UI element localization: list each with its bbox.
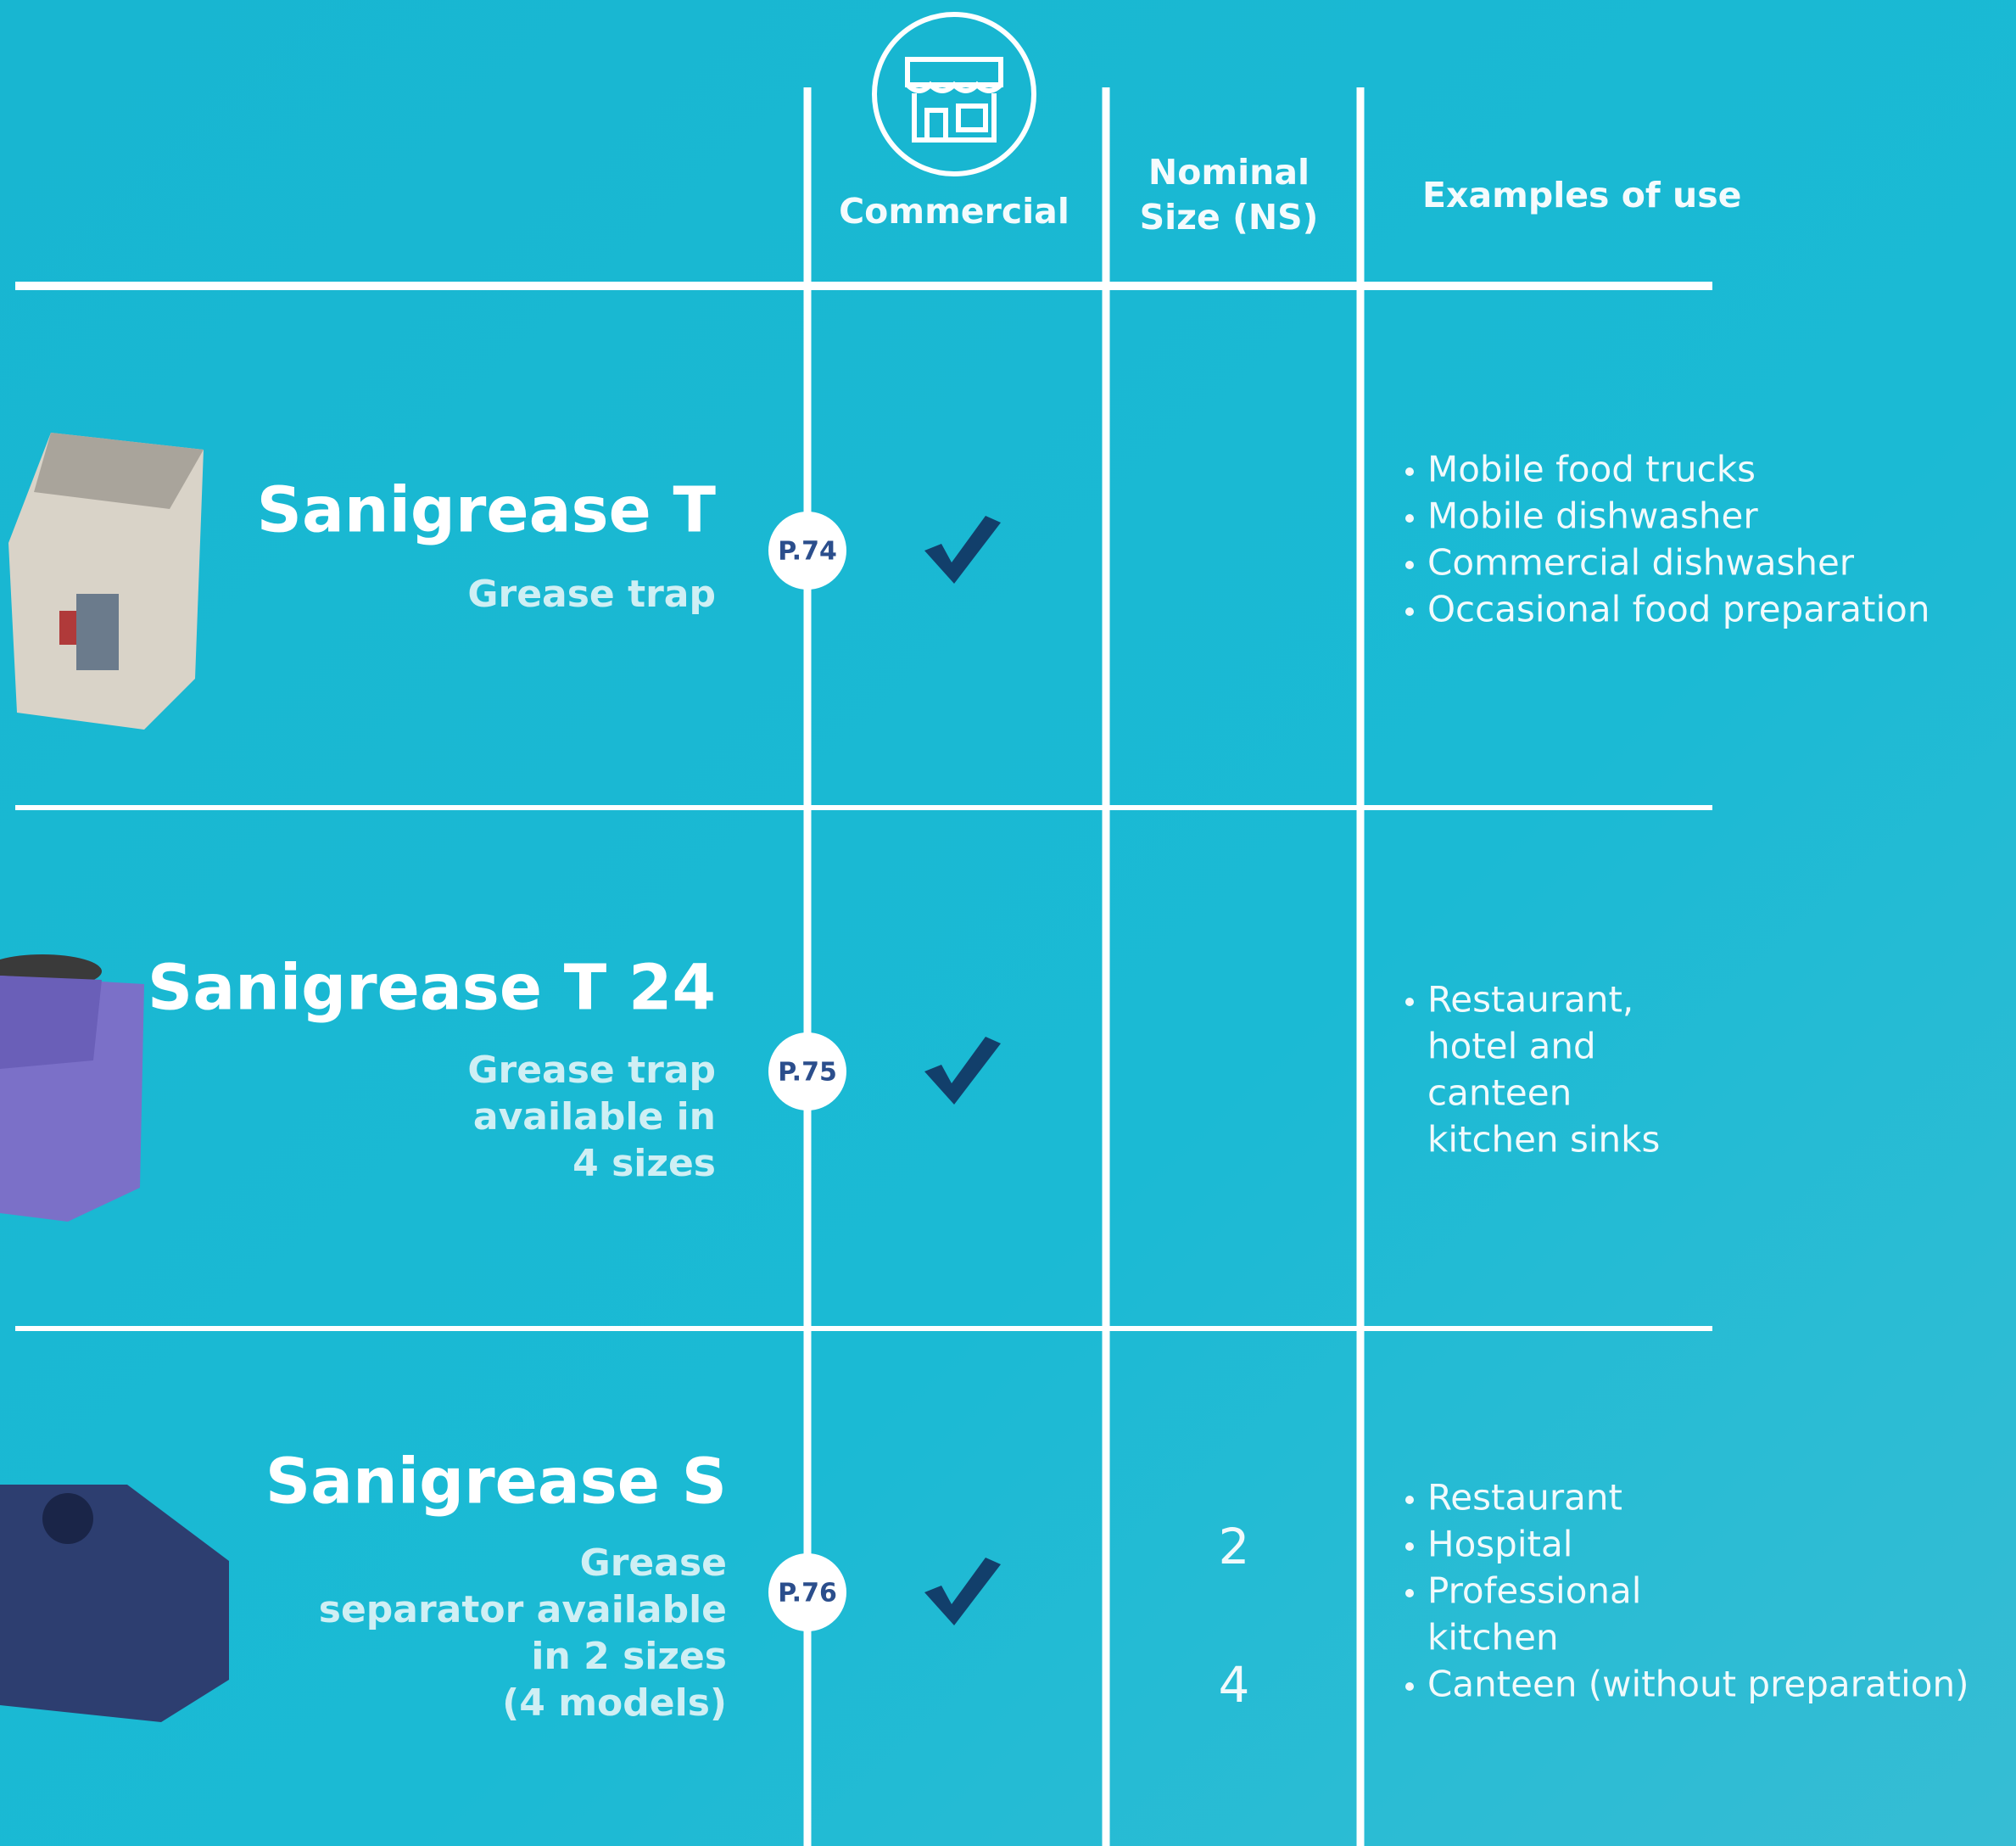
example-of-use: Mobile food trucks (1427, 449, 1756, 490)
check-mark (924, 1558, 1001, 1625)
example-of-use: Commercial dishwasher (1427, 542, 1855, 584)
product-description: Grease (580, 1541, 727, 1585)
product-description: (4 models) (502, 1681, 727, 1725)
commercial-icon (872, 12, 1036, 176)
product-description: 4 sizes (572, 1142, 716, 1185)
product-description: in 2 sizes (531, 1635, 727, 1678)
page-reference: P.76 (778, 1579, 837, 1608)
example-of-use: Hospital (1427, 1524, 1572, 1565)
table-lines (15, 87, 1712, 1846)
page-badge (768, 1553, 846, 1631)
example-of-use: Restaurant (1427, 1477, 1622, 1519)
column-header: Size (NS) (1140, 197, 1319, 238)
bullet (1405, 607, 1414, 616)
bullet (1405, 998, 1414, 1006)
product-image (8, 433, 204, 730)
bullet (1405, 1682, 1414, 1691)
product-name: Sanigrease S (265, 1446, 727, 1519)
example-of-use: Professional (1427, 1570, 1641, 1612)
bullet (1405, 1589, 1414, 1597)
example-of-use: Canteen (without preparation) (1427, 1664, 1969, 1705)
product-name: Sanigrease T 24 (148, 952, 716, 1025)
product-name: Sanigrease T (257, 474, 717, 547)
product-image (0, 954, 144, 1222)
check-mark (924, 1037, 1001, 1105)
example-of-use: hotel and (1427, 1026, 1596, 1067)
bullet (1405, 467, 1414, 476)
bullet (1405, 1496, 1414, 1504)
nominal-size: 2 (1219, 1518, 1250, 1575)
bullet (1405, 561, 1414, 569)
example-of-use: kitchen (1427, 1617, 1559, 1659)
bullet (1405, 1542, 1414, 1551)
example-of-use: Mobile dishwasher (1427, 495, 1758, 537)
column-header: Examples of use (1422, 175, 1741, 215)
product-description: Grease trap (467, 573, 716, 616)
product-description: available in (473, 1095, 716, 1138)
nominal-size: 4 (1219, 1656, 1250, 1714)
example-of-use: canteen (1427, 1072, 1572, 1114)
column-header: Commercial (839, 191, 1069, 232)
column-header: Nominal (1148, 152, 1310, 193)
example-of-use: kitchen sinks (1427, 1119, 1660, 1161)
product-image (0, 1485, 229, 1722)
product-description: Grease trap (467, 1049, 716, 1092)
page-reference: P.75 (778, 1058, 837, 1088)
page-badge (768, 1032, 846, 1110)
page-badge (768, 512, 846, 590)
page-reference: P.74 (778, 537, 837, 567)
bullet (1405, 514, 1414, 523)
product-description: separator available (319, 1588, 727, 1631)
example-of-use: Occasional food preparation (1427, 589, 1930, 630)
check-mark (924, 516, 1001, 584)
example-of-use: Restaurant, (1427, 979, 1633, 1021)
